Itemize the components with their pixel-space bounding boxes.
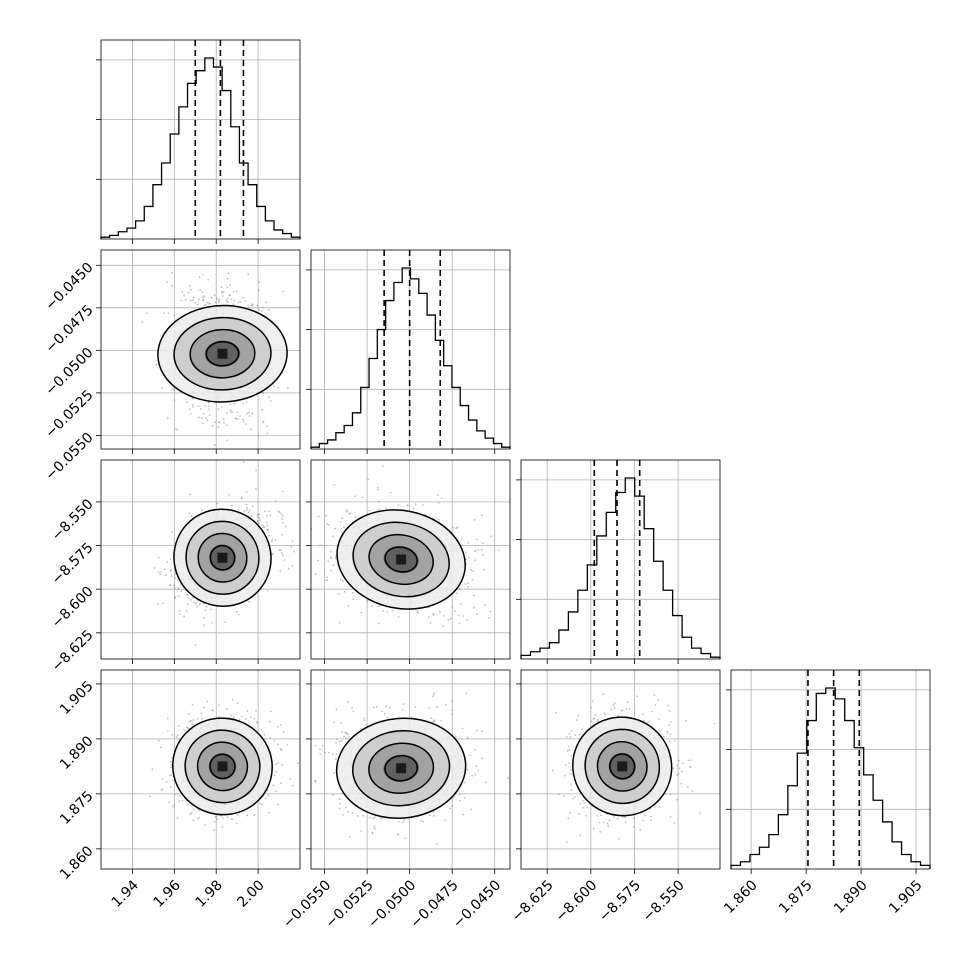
panel-frame <box>100 669 301 870</box>
panel-frame <box>310 669 511 870</box>
histogram-panel-3 <box>516 459 721 664</box>
contour-line-1 <box>336 509 466 610</box>
density-peak <box>217 552 228 563</box>
histogram-step <box>100 57 301 239</box>
x-tick-label: 1.890 <box>831 877 871 917</box>
contour-line-1 <box>173 508 272 608</box>
contour-line-1 <box>335 717 467 819</box>
panel-frame <box>100 39 301 240</box>
contour-line-3 <box>189 328 256 379</box>
density-peak <box>217 761 228 772</box>
histogram-panel-4 <box>726 669 931 874</box>
x-tick-label: 1.905 <box>886 877 926 917</box>
histogram-step <box>310 267 511 449</box>
panel-frame <box>310 459 511 660</box>
x-tick-label: −8.550 <box>640 877 688 925</box>
contour-line-2 <box>584 728 661 805</box>
y-tick-label: −8.550 <box>49 496 97 544</box>
joint-panel-3-1 <box>96 459 301 664</box>
contour-line-4 <box>384 754 419 782</box>
y-tick-label: −8.625 <box>49 627 97 675</box>
panel-frame <box>100 249 301 450</box>
x-tick-label: −8.600 <box>552 877 600 925</box>
contour-line-3 <box>196 741 249 792</box>
histogram-step <box>730 687 931 869</box>
joint-panel-4-1 <box>96 669 301 874</box>
contour-line-4 <box>209 753 236 780</box>
x-tick-label: 1.860 <box>721 877 761 917</box>
x-tick-label: −8.625 <box>509 877 557 925</box>
x-tick-label: 1.96 <box>151 877 184 910</box>
contour-line-2 <box>184 729 261 804</box>
contour-line-1 <box>157 304 288 403</box>
panel-frame <box>520 459 721 660</box>
contour-line-2 <box>352 729 451 807</box>
x-tick-label: 1.875 <box>776 877 816 917</box>
y-tick-label: −8.575 <box>49 540 97 588</box>
contour-line-4 <box>209 544 236 571</box>
contour-line-3 <box>197 532 248 583</box>
x-tick-label: 1.98 <box>192 877 225 910</box>
histogram-panel-2 <box>306 249 511 454</box>
histogram-step <box>520 477 721 659</box>
y-tick-label: 1.860 <box>57 843 97 883</box>
contour-line-4 <box>384 546 418 573</box>
contour-line-2 <box>185 520 260 595</box>
contour-line-3 <box>596 740 648 792</box>
x-tick-label: −8.575 <box>596 877 644 925</box>
y-tick-label: 1.905 <box>57 678 97 718</box>
contour-line-1 <box>172 717 273 816</box>
joint-panel-4-3 <box>516 669 721 874</box>
y-tick-label: 1.890 <box>57 733 97 773</box>
x-tick-label: 1.94 <box>109 877 142 910</box>
contour-line-3 <box>368 533 434 586</box>
contour-line-2 <box>352 521 450 598</box>
panel-frame <box>310 249 511 450</box>
density-peak <box>617 761 628 772</box>
panel-frame <box>520 669 721 870</box>
x-tick-label: 2.00 <box>234 877 267 910</box>
contour-line-4 <box>609 753 636 780</box>
contour-line-1 <box>572 716 673 817</box>
joint-panel-4-2 <box>306 669 511 874</box>
contour-line-3 <box>368 742 435 794</box>
contour-line-2 <box>173 316 272 391</box>
panel-frame <box>730 669 931 870</box>
joint-panel-3-2 <box>306 459 511 664</box>
joint-panel-2-1 <box>96 249 301 454</box>
histogram-panel-1 <box>96 39 301 244</box>
density-peak <box>396 763 407 774</box>
y-tick-label: 1.875 <box>57 788 97 828</box>
contour-line-4 <box>205 340 240 367</box>
y-tick-label: −8.600 <box>49 584 97 632</box>
density-peak <box>396 554 407 565</box>
density-peak <box>217 348 228 359</box>
panel-frame <box>100 459 301 660</box>
